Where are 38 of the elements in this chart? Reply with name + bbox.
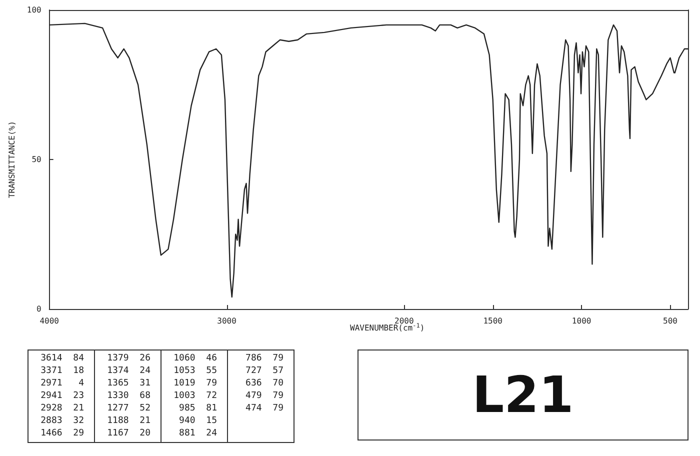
text: 1466 29: [40, 428, 84, 438]
line-series: [48, 22, 689, 298]
x-tick-label: 500: [663, 316, 678, 326]
text: 1330 68: [107, 391, 150, 401]
text: 636 70: [240, 378, 284, 388]
text: 985 81: [174, 404, 217, 414]
x-tick-label: 1000: [572, 316, 592, 326]
text: 3371 18: [40, 366, 84, 376]
text: 1365 31: [107, 378, 150, 388]
y-tick-label: 50: [32, 155, 42, 164]
text: 479 79: [240, 391, 284, 401]
x-tick-label: 4000: [40, 316, 60, 326]
x-tick-label: 3000: [217, 316, 237, 326]
text: 474 79: [240, 404, 284, 414]
text: 727 57: [240, 366, 284, 376]
text: L21: [472, 366, 574, 424]
text: 1060 46: [174, 354, 217, 364]
text: 2928 21: [40, 404, 84, 414]
text: 2941 23: [40, 391, 84, 401]
text: 1374 24: [107, 366, 150, 376]
text: 940 15: [174, 416, 217, 426]
text: 786 79: [240, 354, 284, 364]
text: 3614 84: [40, 354, 84, 364]
text: 1167 20: [107, 428, 150, 438]
y-tick-label: 0: [36, 304, 42, 314]
text: 1003 72: [174, 391, 217, 401]
text: 1188 21: [107, 416, 150, 426]
text: 1277 52: [107, 404, 150, 414]
text: 2883 32: [40, 416, 84, 426]
text: 1019 79: [174, 378, 217, 388]
y-tick-label: 100: [26, 6, 42, 14]
x-tick-label: 2000: [394, 316, 414, 326]
x-tick-label: 1500: [483, 316, 503, 326]
text: 1379 26: [107, 354, 150, 364]
text: 881 24: [174, 428, 217, 438]
text: 1053 55: [174, 366, 217, 376]
y-axis-title: TRANSMITTANCE(%): [8, 120, 16, 198]
text: 2971 4: [40, 378, 84, 388]
